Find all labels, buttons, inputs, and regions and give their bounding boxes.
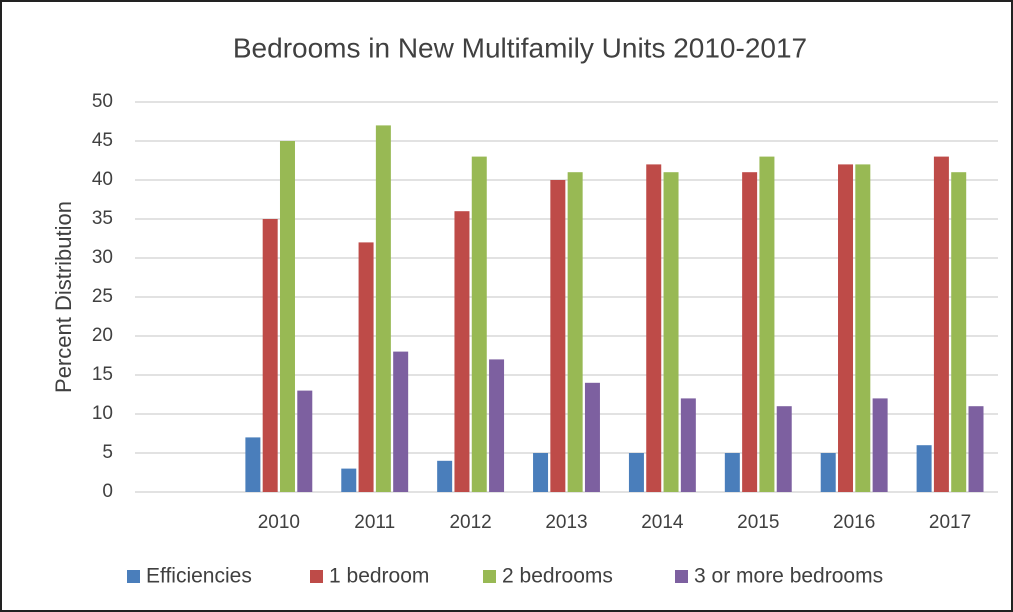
bar bbox=[550, 180, 566, 492]
legend-swatch bbox=[483, 570, 496, 583]
y-tick-label: 45 bbox=[92, 130, 113, 151]
legend-label: 2 bedrooms bbox=[502, 565, 613, 588]
y-tick-label: 30 bbox=[92, 247, 113, 268]
x-tick-label: 2010 bbox=[258, 512, 300, 533]
bar bbox=[951, 172, 967, 492]
y-tick-label: 0 bbox=[102, 481, 113, 502]
bar bbox=[245, 437, 261, 492]
x-tick-label: 2012 bbox=[449, 512, 491, 533]
bar bbox=[776, 406, 792, 492]
bar bbox=[584, 382, 600, 492]
y-tick-label: 10 bbox=[92, 403, 113, 424]
bar bbox=[393, 351, 409, 492]
bar bbox=[628, 453, 644, 492]
y-tick-label: 5 bbox=[102, 442, 113, 463]
bar bbox=[489, 359, 505, 492]
legend-swatch bbox=[675, 570, 688, 583]
x-tick-label: 2014 bbox=[641, 512, 684, 533]
bar bbox=[454, 211, 470, 492]
x-tick-label: 2011 bbox=[354, 512, 395, 533]
legend-label: 1 bedroom bbox=[329, 565, 429, 588]
bar bbox=[742, 172, 758, 492]
legend-label: Efficiencies bbox=[146, 565, 252, 588]
x-tick-label: 2015 bbox=[737, 512, 779, 533]
bar bbox=[838, 164, 854, 492]
bar bbox=[437, 460, 453, 492]
y-tick-label: 25 bbox=[92, 286, 113, 307]
bar bbox=[533, 453, 549, 492]
bar bbox=[358, 242, 374, 492]
y-tick-label: 20 bbox=[92, 325, 113, 346]
bar bbox=[820, 453, 836, 492]
bar bbox=[724, 453, 740, 492]
bar bbox=[680, 398, 696, 492]
chart-title: Bedrooms in New Multifamily Units 2010-2… bbox=[233, 32, 807, 63]
bar bbox=[968, 406, 984, 492]
x-tick-label: 2017 bbox=[929, 512, 971, 533]
bar bbox=[872, 398, 888, 492]
legend-swatch bbox=[310, 570, 323, 583]
y-axis-label: Percent Distribution bbox=[51, 201, 76, 393]
legend-swatch bbox=[127, 570, 140, 583]
bar bbox=[855, 164, 871, 492]
bar bbox=[375, 125, 391, 493]
bar bbox=[933, 156, 949, 492]
bar bbox=[471, 156, 487, 492]
y-tick-label: 15 bbox=[92, 364, 113, 385]
bar bbox=[341, 468, 357, 492]
bar bbox=[916, 445, 932, 492]
bar bbox=[262, 219, 278, 492]
bar bbox=[663, 172, 679, 492]
bar bbox=[297, 390, 313, 492]
x-tick-label: 2013 bbox=[545, 512, 587, 533]
y-tick-label: 35 bbox=[92, 208, 113, 229]
x-tick-label: 2016 bbox=[833, 512, 875, 533]
bar bbox=[759, 156, 775, 492]
bar bbox=[646, 164, 662, 492]
bar bbox=[279, 141, 295, 492]
bar bbox=[567, 172, 583, 492]
legend-label: 3 or more bedrooms bbox=[694, 565, 883, 588]
y-tick-label: 50 bbox=[92, 91, 113, 112]
y-tick-label: 40 bbox=[92, 169, 113, 190]
